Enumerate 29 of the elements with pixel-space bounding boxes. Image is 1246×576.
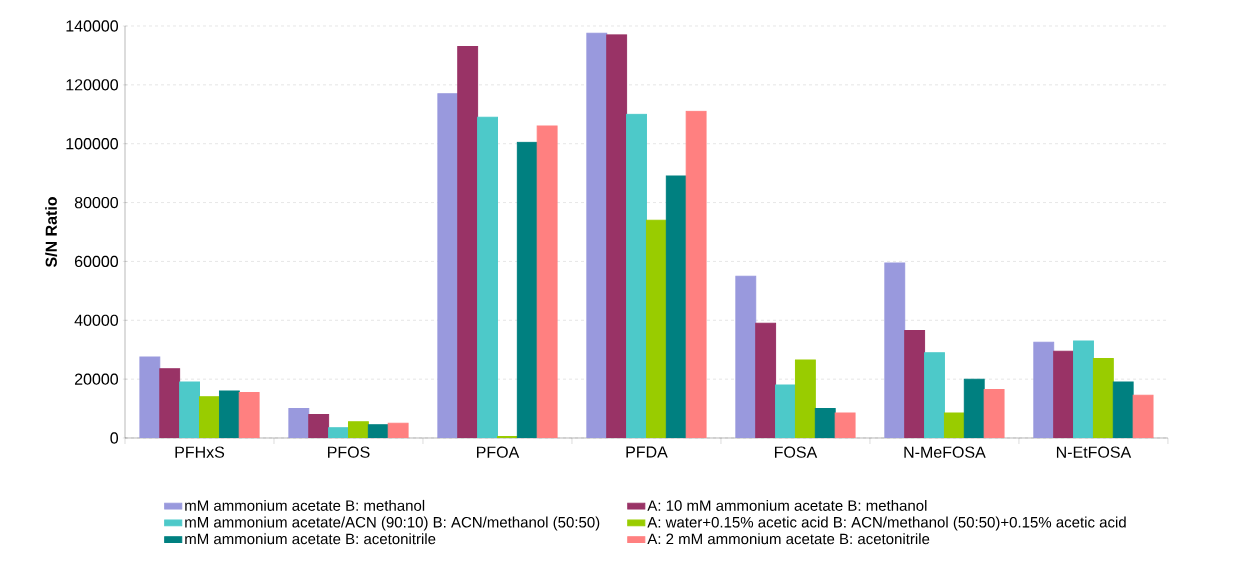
x-tick-label: PFOA xyxy=(477,446,520,458)
y-tick-label: 140000 xyxy=(66,20,119,32)
y-tick-label: 0 xyxy=(110,432,119,444)
legend-label: A: 10 mM ammonium acetate B: methanol xyxy=(647,499,927,511)
y-axis-title: S/N Ratio xyxy=(45,197,58,268)
x-tick-label: PFHxS xyxy=(175,446,225,458)
x-tick-label: N-EtFOSA xyxy=(1056,446,1132,458)
x-tick-label: PFDA xyxy=(626,446,668,458)
y-tick-label: 60000 xyxy=(74,255,119,268)
bar xyxy=(626,113,647,438)
legend-label: mM ammonium acetate B: methanol xyxy=(185,499,425,511)
legend-label: A: water+0.15% acetic acid B: ACN/methanol (50:50)+0.15% acetic acid xyxy=(647,516,1126,531)
legend-label: mM ammonium acetate B: acetonitrile xyxy=(185,533,436,545)
y-tick-label: 120000 xyxy=(66,79,119,91)
y-tick-label: 20000 xyxy=(74,373,119,385)
y-tick-label: 40000 xyxy=(74,314,119,326)
bar xyxy=(775,384,796,438)
y-tick-label: 80000 xyxy=(74,196,119,209)
legend-label: A: 2 mM ammonium acetate B: acetonitrile xyxy=(647,533,930,545)
bar xyxy=(328,427,349,438)
bar xyxy=(924,352,945,438)
bar xyxy=(477,116,498,438)
bar xyxy=(179,381,200,438)
x-tick-label: FOSA xyxy=(774,446,818,458)
x-tick-label: N-MeFOSA xyxy=(904,446,986,458)
bar xyxy=(1073,340,1094,438)
x-tick-label: PFOS xyxy=(328,446,370,458)
y-tick-label: 100000 xyxy=(66,138,119,150)
legend-label: mM ammonium acetate/ACN (90:10) B: ACN/methanol (50:50) xyxy=(185,516,600,531)
